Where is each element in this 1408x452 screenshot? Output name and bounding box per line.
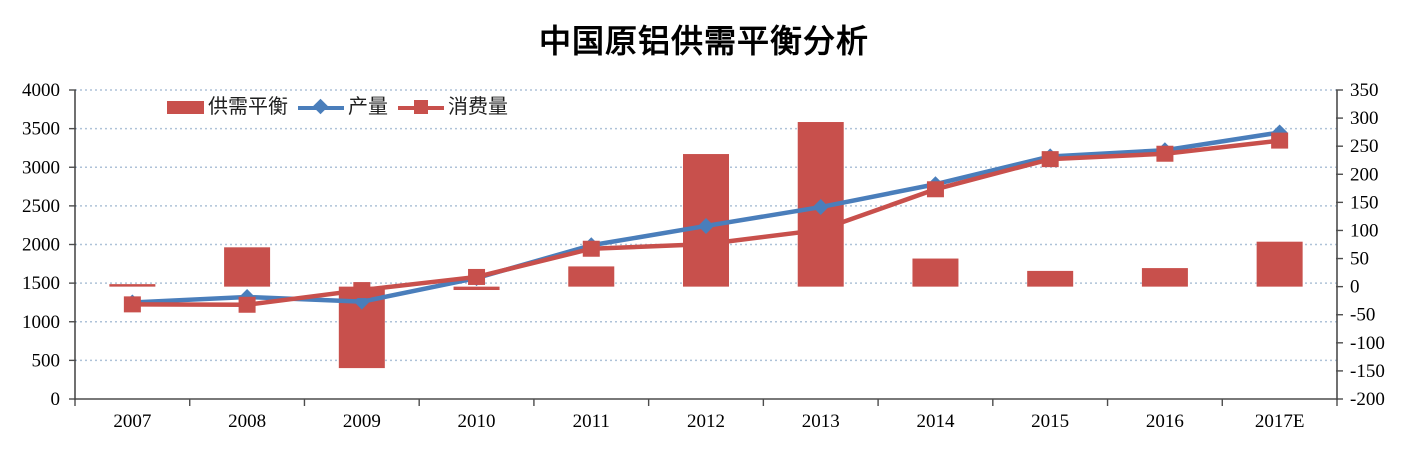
bar-swatch-icon [167,100,204,114]
bar-2017E [1256,241,1303,287]
left-axis-label: 3000 [22,157,60,178]
consumption-marker [468,268,486,285]
left-axis-label: 2500 [22,196,60,217]
legend: 供需平衡 产量 消费量 [167,95,518,119]
left-axis-label: 0 [51,389,61,410]
left-axis-label: 1000 [22,312,60,333]
right-axis-label: -100 [1350,333,1385,354]
bar-2007 [109,284,156,287]
x-axis-label: 2017E [1255,411,1305,432]
x-axis-label: 2008 [228,411,266,432]
right-axis-label: 50 [1350,249,1369,270]
right-axis-label: 100 [1350,220,1379,241]
right-axis-label: 0 [1350,277,1360,298]
consumption-marker [926,181,944,198]
legend-item-production: 产量 [298,95,388,119]
bar-2010 [453,286,500,291]
consumption-marker [1156,145,1174,162]
x-axis-label: 2009 [343,411,381,432]
line-diamond-swatch-icon [298,98,344,115]
production-marker [812,199,829,216]
chart-title: 中国原铝供需平衡分析 [538,23,869,59]
x-axis-label: 2014 [916,411,955,432]
right-axis-label: 200 [1350,164,1379,185]
left-axis-label: 4000 [22,80,60,101]
right-axis-label: 300 [1350,108,1379,129]
x-axis-label: 2016 [1146,411,1184,432]
x-axis-label: 2015 [1031,411,1069,432]
right-axis-label: 250 [1350,136,1379,157]
bar-2014 [912,258,959,287]
consumption-marker [123,296,141,313]
legend-label-consumption: 消费量 [448,96,508,118]
bar-2008 [224,247,271,287]
consumption-marker [1041,151,1059,168]
right-axis-label: 350 [1350,80,1379,101]
left-axis-label: 2000 [22,235,60,256]
x-axis-label: 2010 [458,411,496,432]
consumption-marker [238,296,256,313]
consumption-marker [353,282,371,299]
x-axis-label: 2013 [802,411,840,432]
bar-2016 [1141,268,1188,287]
x-axis-label: 2011 [573,411,610,432]
legend-label-balance: 供需平衡 [208,96,288,118]
consumption-marker [697,236,715,253]
consumption-marker [812,221,830,238]
legend-label-production: 产量 [348,96,388,118]
legend-item-consumption: 消费量 [398,95,508,119]
x-axis-label: 2012 [687,411,725,432]
square-marker-icon [414,99,428,114]
legend-item-balance: 供需平衡 [167,95,288,119]
left-axis-label: 1500 [22,273,60,294]
right-axis-label: -200 [1350,389,1385,410]
bar-2015 [1027,270,1074,287]
right-axis-label: -150 [1350,361,1385,382]
right-axis-label: 150 [1350,192,1379,213]
production-marker [698,217,714,234]
left-axis-label: 500 [32,350,61,371]
right-axis-label: -50 [1350,305,1375,326]
x-axis-label: 2007 [113,411,151,432]
bar-2011 [568,266,615,287]
consumption-marker [1271,132,1289,149]
consumption-marker [582,240,600,257]
diamond-marker-icon [312,98,329,114]
left-axis-label: 3500 [22,119,60,140]
line-square-swatch-icon [398,99,444,115]
